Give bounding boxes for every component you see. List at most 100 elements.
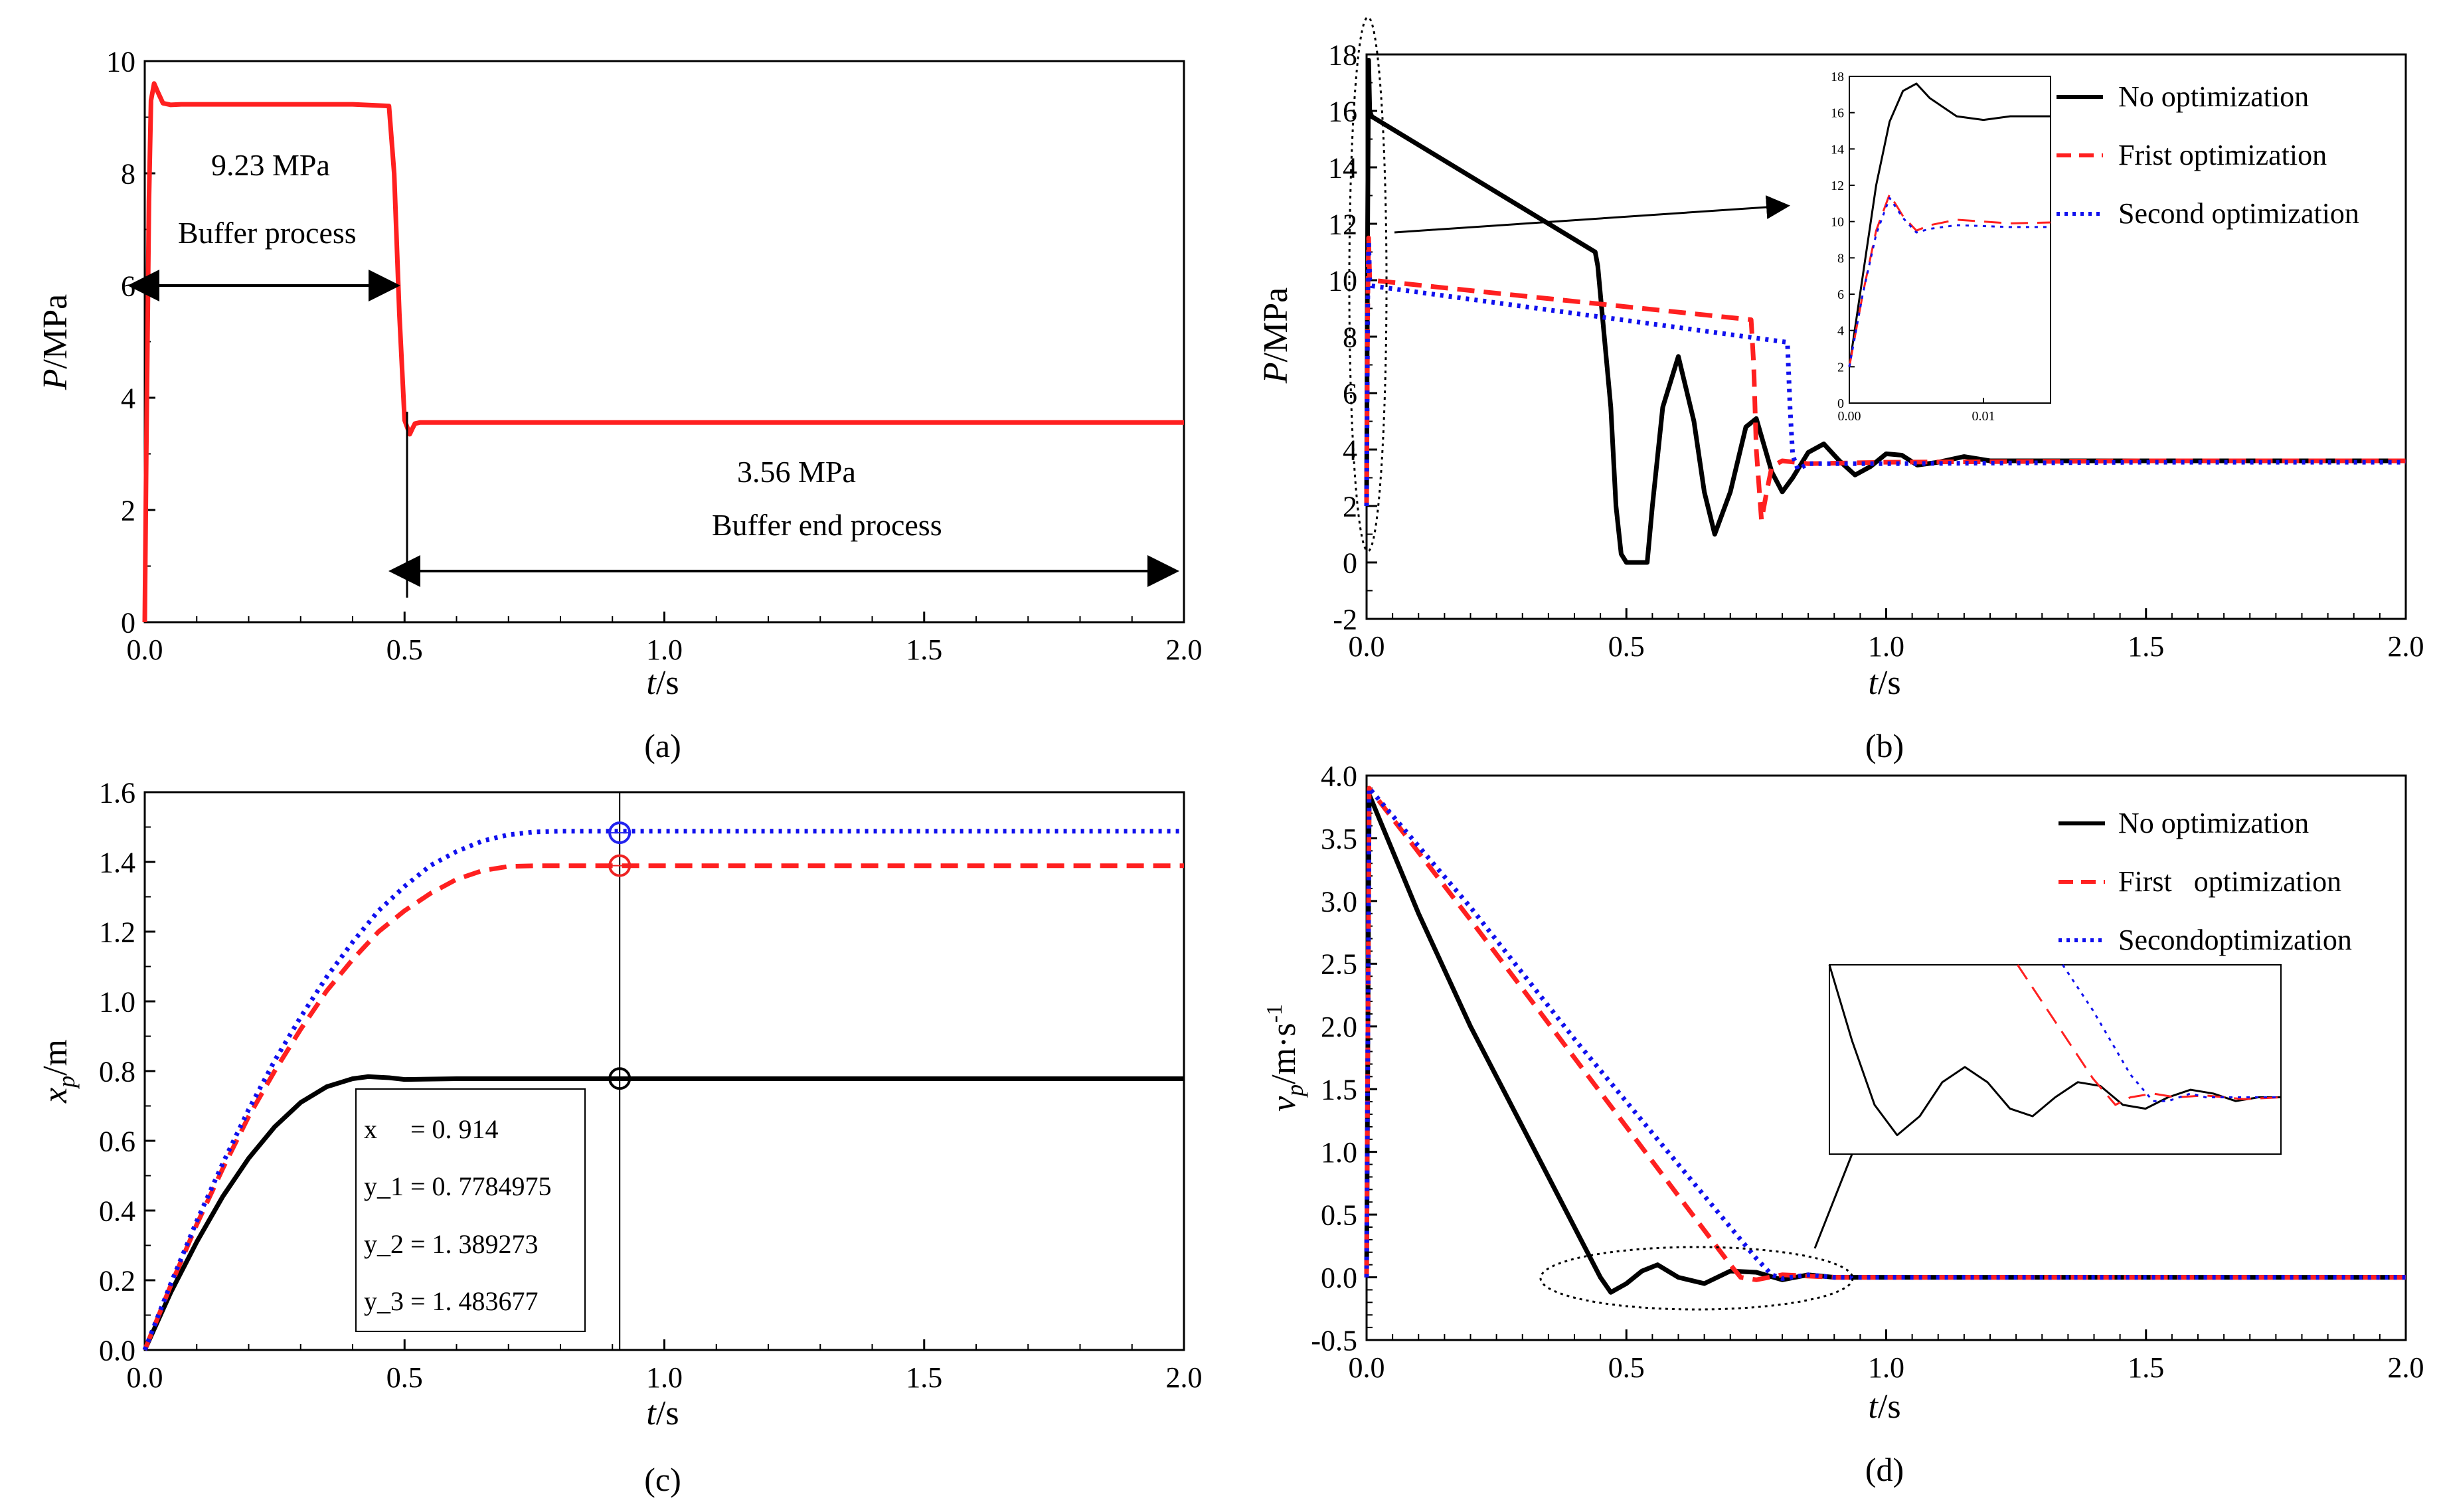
inset-y-tick-label: 14	[1831, 142, 1844, 157]
panel-a-series	[142, 81, 1184, 623]
x-tick-label: 1.0	[1868, 1351, 1904, 1384]
y-tick-label: -0.5	[1311, 1324, 1357, 1357]
legend-d-second-label: Secondoptimization	[2118, 924, 2352, 956]
x-tick-label: 1.5	[906, 1361, 942, 1394]
panel-d-series	[1364, 786, 2406, 1295]
x-tick-label: 1.0	[1868, 630, 1904, 663]
panel-c-xlabel: t/s	[646, 1394, 679, 1432]
panel-b-inset-series-1	[1848, 82, 2051, 367]
panel-c-readout: x = 0. 914 y_1 = 0. 7784975 y_2 = 1. 389…	[355, 1088, 586, 1332]
panel-c-cursor	[608, 792, 631, 1350]
panel-c: 0.0 0.5 1.0 1.5 2.0 0.0 0.2 0.4 0.6 0.8 1.0 1.2 1.4 1…	[37, 776, 1203, 1498]
x-tick-label: 2.0	[2388, 630, 2424, 663]
panel-a-label: (a)	[644, 727, 681, 764]
x-tick-label: 0.0	[1349, 630, 1385, 663]
panel-b-xlabel: t/s	[1868, 664, 1900, 702]
panel-a-series-1	[142, 81, 1184, 623]
panel-d-inset	[1828, 964, 2282, 1155]
readout-y1: y_1 = 0. 7784975	[364, 1171, 552, 1201]
y-tick-label: 10	[106, 45, 135, 78]
readout-y3: y_3 = 1. 483677	[364, 1286, 539, 1316]
y-tick-label: 0.2	[99, 1264, 135, 1297]
x-tick-label: 0.0	[127, 1361, 163, 1394]
panel-d-series-3	[1364, 786, 2406, 1281]
panel-a-ylabel: P/MPa	[37, 294, 74, 390]
anno-buffer-end: Buffer end process	[712, 508, 942, 542]
x-tick-label: 0.0	[1349, 1351, 1385, 1384]
y-tick-label: 2.5	[1321, 948, 1357, 981]
x-tick-label: 1.0	[646, 1361, 683, 1394]
inset-y-tick-label: 18	[1831, 70, 1844, 84]
x-tick-label: 0.0	[127, 633, 163, 666]
y-tick-label: 14	[1328, 151, 1357, 184]
legend-b-no-opt-label: No optimization	[2118, 80, 2309, 113]
panel-a-xlabel: t/s	[646, 664, 679, 702]
readout-y2: y_2 = 1. 389273	[364, 1229, 539, 1259]
inset-x-tick-label: 0.01	[1972, 409, 1995, 424]
x-tick-label: 1.0	[646, 633, 683, 666]
panel-d-inset-frame	[1829, 964, 2282, 1155]
y-tick-label: 3.0	[1321, 885, 1357, 918]
y-tick-label: 1.6	[99, 776, 135, 809]
x-tick-label: 2.0	[2388, 1351, 2424, 1384]
y-tick-label: 16	[1328, 95, 1357, 127]
x-tick-label: 2.0	[1166, 633, 1203, 666]
y-tick-label: 4	[1343, 434, 1357, 466]
panel-b-inset-series-2	[1848, 193, 2051, 367]
panel-d-inset-series-3	[2062, 964, 2281, 1102]
panel-d-xlabel: t/s	[1868, 1388, 1900, 1426]
y-tick-label: 18	[1328, 39, 1357, 71]
y-tick-label: 0	[121, 606, 135, 639]
panel-b-inset-ticks: 0.00 0.01 0 2 4 6 8 10 12 14 16 18	[1831, 70, 1995, 424]
x-tick-label: 2.0	[1166, 1361, 1203, 1394]
y-tick-label: 0	[1343, 546, 1357, 579]
y-tick-label: 8	[121, 157, 135, 190]
panel-d-inset-series-1	[1828, 964, 2281, 1136]
panel-c-ticks: 0.0 0.5 1.0 1.5 2.0 0.0 0.2 0.4 0.6 0.8 1.0 1.2 1.4 1…	[99, 776, 1203, 1394]
legend-b-first-label: Frist optimization	[2118, 139, 2327, 171]
panel-d: 0.0 0.5 1.0 1.5 2.0-0.50.00.51.01.52.02.53.0…	[1262, 760, 2424, 1488]
panel-d-inset-series	[1828, 964, 2282, 1136]
panel-b-zoom-arrow	[1394, 195, 1790, 234]
y-tick-label: 6	[1343, 377, 1357, 410]
panel-b-inset: 0.00 0.01 0 2 4 6 8 10 12 14 16 18	[1831, 70, 2051, 424]
panel-a: 0.0 0.5 1.0 1.5 2.0 0 2 4 6 8 10 9.23 MPa Buffer p…	[37, 45, 1203, 764]
readout-box	[355, 1088, 586, 1332]
inset-y-tick-label: 12	[1831, 179, 1844, 193]
x-tick-label: 0.5	[1608, 1351, 1645, 1384]
y-tick-label: 1.2	[99, 916, 135, 948]
y-tick-label: 2	[1343, 490, 1357, 523]
panel-b-series-3	[1364, 238, 2406, 507]
panel-b-ylabel: P/MPa	[1257, 288, 1295, 384]
x-tick-label: 1.5	[2128, 630, 2164, 663]
panel-a-ticks: 0.0 0.5 1.0 1.5 2.0 0 2 4 6 8 10	[106, 45, 1203, 666]
panel-b-highlight-ellipse	[1348, 16, 1388, 552]
y-tick-label: 3.5	[1321, 823, 1357, 855]
panel-b-label: (b)	[1865, 727, 1904, 764]
x-tick-label: 0.5	[386, 1361, 423, 1394]
readout-x: x = 0. 914	[364, 1114, 499, 1144]
y-tick-label: 0.0	[99, 1334, 135, 1367]
y-tick-label: 2.0	[1321, 1011, 1357, 1043]
inset-y-tick-label: 16	[1831, 106, 1844, 121]
anno-9-23: 9.23 MPa	[211, 148, 330, 182]
anno-buffer-process: Buffer process	[178, 216, 357, 250]
panel-c-ylabel: xp/m	[37, 1039, 80, 1104]
panel-d-ticks: 0.0 0.5 1.0 1.5 2.0-0.50.00.51.01.52.02.53.0…	[1311, 760, 2424, 1384]
panel-d-inset-series-2	[2017, 964, 2282, 1106]
panel-b-inset-series	[1848, 82, 2051, 367]
inset-y-tick-label: 8	[1837, 251, 1844, 266]
legend-b-second-label: Second optimization	[2118, 197, 2359, 230]
panel-d-highlight-ellipse	[1539, 1246, 1854, 1311]
inset-y-tick-label: 0	[1837, 396, 1844, 411]
inset-x-tick-label: 0.00	[1838, 409, 1861, 424]
inset-y-tick-label: 2	[1837, 360, 1844, 375]
y-tick-label: -2	[1333, 603, 1357, 635]
y-tick-label: 0.0	[1321, 1262, 1357, 1294]
y-tick-label: 1.0	[1321, 1136, 1357, 1169]
panel-b-inset-frame	[1849, 76, 2051, 404]
y-tick-label: 4.0	[1321, 760, 1357, 792]
panel-c-frame	[143, 791, 1185, 1351]
